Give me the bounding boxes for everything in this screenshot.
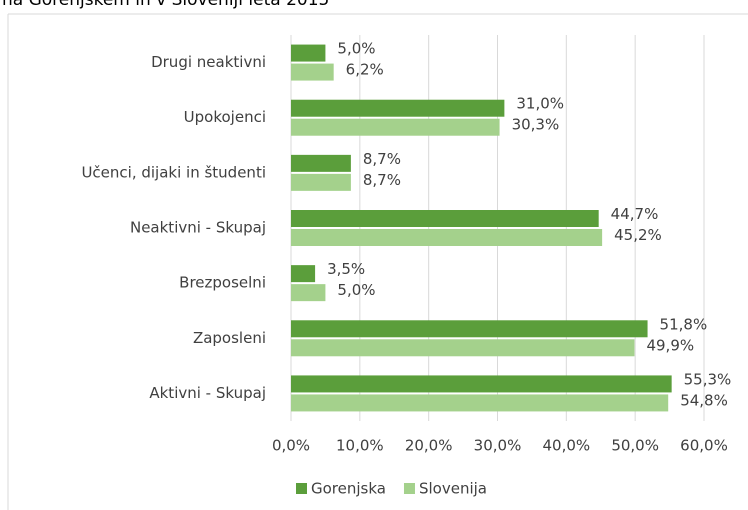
value-label: 5,0% <box>337 281 375 299</box>
bar <box>291 375 672 393</box>
x-tick-label: 50,0% <box>611 437 659 455</box>
bar <box>291 118 500 136</box>
bar <box>291 229 603 246</box>
bar <box>291 284 326 302</box>
value-label: 8,7% <box>363 150 401 168</box>
bar <box>291 210 599 227</box>
value-label: 55,3% <box>684 370 732 388</box>
value-label: 45,2% <box>614 226 662 244</box>
y-tick-label: Zaposleni <box>193 329 266 347</box>
value-label: 5,0% <box>337 40 375 58</box>
y-tick-label: Upokojenci <box>184 108 266 126</box>
bar <box>291 339 635 357</box>
value-label: 6,2% <box>346 61 384 79</box>
value-label: 51,8% <box>660 315 708 333</box>
bar <box>291 44 326 62</box>
legend-swatch <box>403 483 415 494</box>
legend-label: Gorenjska <box>311 480 386 498</box>
bar <box>291 394 669 412</box>
y-tick-label: Brezposelni <box>179 274 266 292</box>
value-label: 49,9% <box>646 336 694 354</box>
x-tick-label: 0,0% <box>272 437 310 455</box>
y-tick-label: Aktivni - Skupaj <box>149 384 266 402</box>
value-label: 3,5% <box>327 260 365 278</box>
value-label: 44,7% <box>611 205 659 223</box>
bar <box>291 173 351 191</box>
x-tick-label: 30,0% <box>474 437 522 455</box>
bar <box>291 320 648 338</box>
y-tick-label: Neaktivni - Skupaj <box>130 219 266 237</box>
value-label: 54,8% <box>680 391 728 409</box>
value-label: 30,3% <box>512 116 560 134</box>
bar <box>291 99 505 117</box>
x-tick-label: 40,0% <box>543 437 591 455</box>
x-tick-label: 60,0% <box>680 437 728 455</box>
value-label: 31,0% <box>516 95 564 113</box>
bar <box>291 154 351 172</box>
bar <box>291 63 334 81</box>
legend-label: Slovenija <box>419 480 487 498</box>
value-label: 8,7% <box>363 171 401 189</box>
legend-swatch <box>296 483 307 494</box>
chart-title: na Gorenjskem in v Sloveniji leta 2015 <box>2 0 329 10</box>
y-tick-label: Učenci, dijaki in študenti <box>81 163 266 181</box>
x-tick-label: 10,0% <box>336 437 384 455</box>
x-tick-label: 20,0% <box>405 437 453 455</box>
bar <box>291 265 316 283</box>
y-tick-label: Drugi neaktivni <box>151 53 266 71</box>
